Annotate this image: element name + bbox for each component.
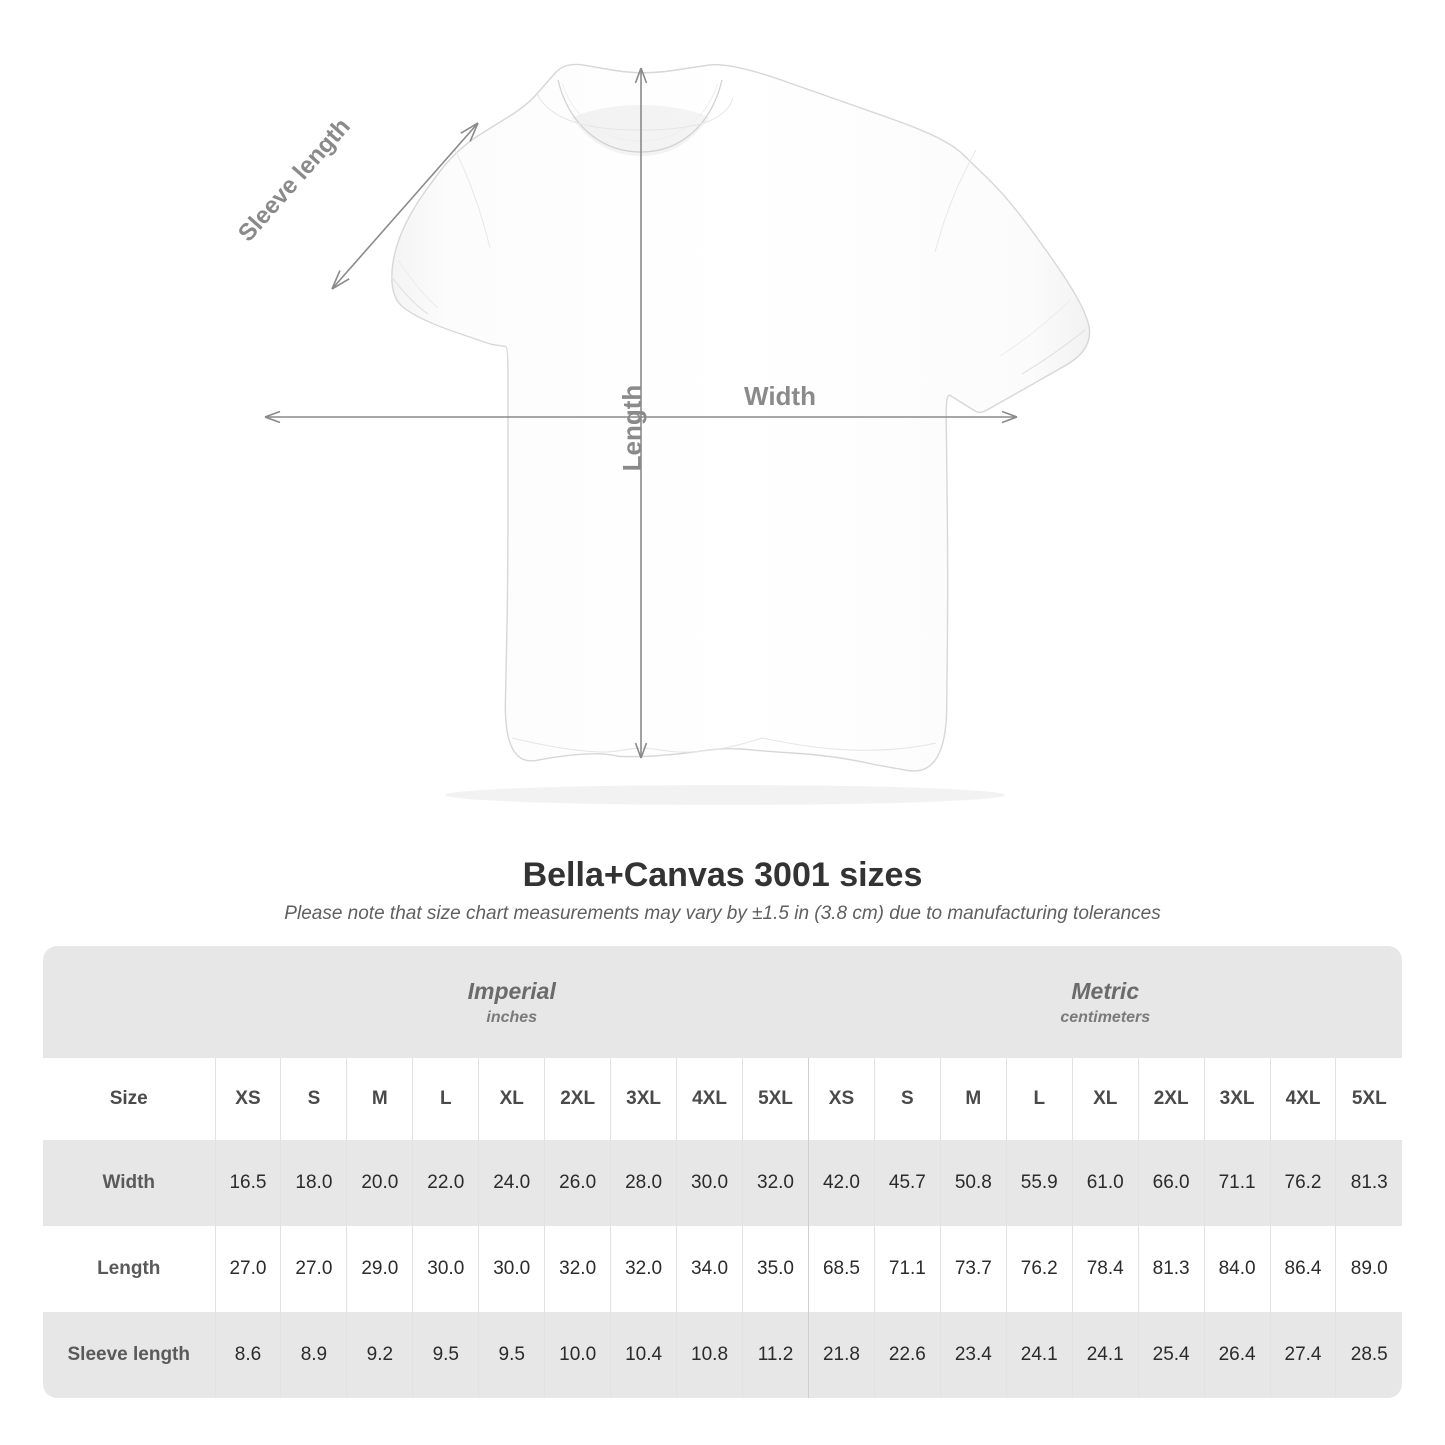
svg-text:Sleeve length: Sleeve length <box>233 113 356 247</box>
svg-text:Width: Width <box>744 381 816 411</box>
svg-text:Length: Length <box>617 385 647 472</box>
